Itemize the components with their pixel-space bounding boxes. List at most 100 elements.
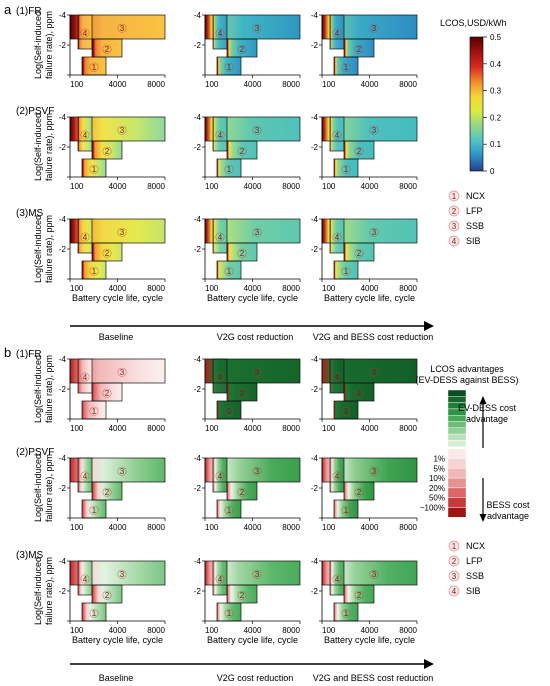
battery-marker-3: 3: [120, 368, 125, 377]
colorbar-b-green-cell: [447, 440, 467, 447]
battery-marker-circle: [102, 487, 112, 497]
heat-block-ncx: [82, 261, 106, 279]
legend-item-ssb: SSB: [466, 221, 484, 231]
legend-circle: [448, 555, 460, 567]
battery-marker-circle: [89, 266, 99, 276]
battery-marker-2: 2: [240, 147, 245, 156]
battery-marker-3: 3: [120, 24, 125, 33]
battery-marker-circle: [252, 569, 262, 579]
heat-block-ncx: [217, 261, 241, 279]
colorbar-b-green-cell: [447, 427, 467, 435]
x-tick-label: 4000: [244, 424, 262, 433]
outline-lfp: [226, 584, 258, 604]
x-tick-label: 100: [70, 523, 84, 532]
arrow-b: [70, 659, 434, 669]
battery-marker-circle: [89, 164, 99, 174]
y-tick-label: -2: [311, 245, 319, 254]
outline-lfp: [226, 38, 258, 58]
x-tick-label: 8000: [282, 523, 300, 532]
battery-marker-circle: [117, 466, 127, 476]
colorbar-b-arrows: [479, 396, 487, 522]
heat-block-lfp: [344, 39, 374, 57]
y-tick-label: -4: [311, 11, 319, 20]
y-tick-label: -4: [194, 454, 202, 463]
colorbar-a-tick-label: 0.5: [490, 33, 502, 42]
battery-marker-circle: [89, 406, 99, 416]
ylabel-line1: Log(Self-induced: [33, 11, 43, 79]
battery-marker-2: 2: [105, 591, 110, 600]
x-tick-label: 100: [205, 523, 219, 532]
battery-marker-circle: [224, 505, 234, 515]
battery-marker-4: 4: [218, 233, 223, 242]
x-tick-label: 4000: [244, 626, 262, 635]
battery-marker-1: 1: [92, 407, 97, 416]
heat-block-sib: [213, 219, 227, 253]
y-tick-label: -4: [311, 113, 319, 122]
subplot-a-2-2: -4 -2 100 4000 8000 3 4 21: [194, 113, 301, 191]
x-tick-label: 100: [70, 284, 84, 293]
battery-marker-circle: [237, 388, 247, 398]
colorbar-b-tick-label: 50%: [429, 494, 445, 503]
y-tick-label: -4: [311, 215, 319, 224]
x-tick-label: 8000: [282, 424, 300, 433]
heat-block-ncx: [82, 603, 106, 621]
battery-marker-circle: [369, 23, 379, 33]
colorbar-b-green-cell: [447, 389, 467, 397]
y-tick-label: -4: [59, 454, 67, 463]
subplot-a-3-1: -4 -2 100 4000 8000 3 4 21: [59, 215, 166, 293]
colorbar-a-tick-label: 0.2: [490, 113, 502, 122]
y-tick-label: -2: [194, 245, 202, 254]
outline-lfp: [91, 140, 123, 160]
col-label-a-3: V2G and BESS cost reduction: [313, 332, 434, 342]
colorbar-b-red-cell: [447, 477, 467, 489]
heat-block-sib: [213, 458, 227, 492]
battery-marker-2: 2: [357, 488, 362, 497]
outline-sib: [77, 14, 93, 50]
ylabel-b-3: Log(Self-induced failure rate), ppm: [33, 557, 54, 625]
x-tick-label: 8000: [399, 523, 417, 532]
heat-block-sib: [330, 15, 344, 49]
y-tick-label: -4: [59, 355, 67, 364]
battery-marker-circle: [354, 44, 364, 54]
outline-sib: [329, 116, 345, 152]
y-tick-label: -2: [59, 245, 67, 254]
battery-marker-1: 1: [92, 63, 97, 72]
battery-marker-circle: [80, 471, 90, 481]
colorbar-b-green-cell: [447, 421, 467, 429]
subplot-b-3-2: -4 -2 100 4000 8000 3 4 21: [194, 557, 301, 635]
battery-marker-circle: [102, 590, 112, 600]
y-tick-label: -4: [59, 113, 67, 122]
heat-block-ncx: [334, 401, 358, 419]
battery-marker-circle: [102, 146, 112, 156]
colorbar-b-title-2: (EV-DESS against BESS): [415, 375, 518, 385]
battery-marker-circle: [224, 164, 234, 174]
heat-block-lfp: [227, 39, 257, 57]
legend-item-ncx: NCX: [466, 541, 485, 551]
legend-item-sib: SIB: [466, 236, 481, 246]
battery-marker-2: 2: [105, 488, 110, 497]
colorbar-b-red-cell: [447, 458, 467, 469]
x-tick-label: 100: [322, 80, 336, 89]
legend-num: 4: [452, 587, 457, 596]
legend-circle: [448, 235, 460, 247]
row-label-a-3: (3)MS: [16, 208, 44, 219]
heat-block-ncx: [334, 261, 358, 279]
heat-block-lfp: [227, 141, 257, 159]
row-label-b-2: (2)PSVF: [16, 447, 54, 458]
battery-marker-circle: [102, 248, 112, 258]
battery-marker-1: 1: [92, 609, 97, 618]
x-tick-label: 4000: [109, 182, 127, 191]
y-tick-label: -2: [194, 143, 202, 152]
battery-marker-2: 2: [357, 147, 362, 156]
panel-a-label: a: [4, 2, 12, 17]
battery-marker-circle: [89, 608, 99, 618]
colorbar-b-bottom-note-1: BESS cost: [486, 500, 530, 510]
battery-marker-circle: [117, 227, 127, 237]
ylabel-b-2: Log(Self-induced failure rate), ppm: [33, 454, 54, 522]
x-tick-label: 8000: [147, 284, 165, 293]
heat-block-ncx: [334, 57, 358, 75]
y-tick-label: -4: [194, 11, 202, 20]
battery-marker-circle: [341, 608, 351, 618]
outline-lfp: [91, 382, 123, 402]
